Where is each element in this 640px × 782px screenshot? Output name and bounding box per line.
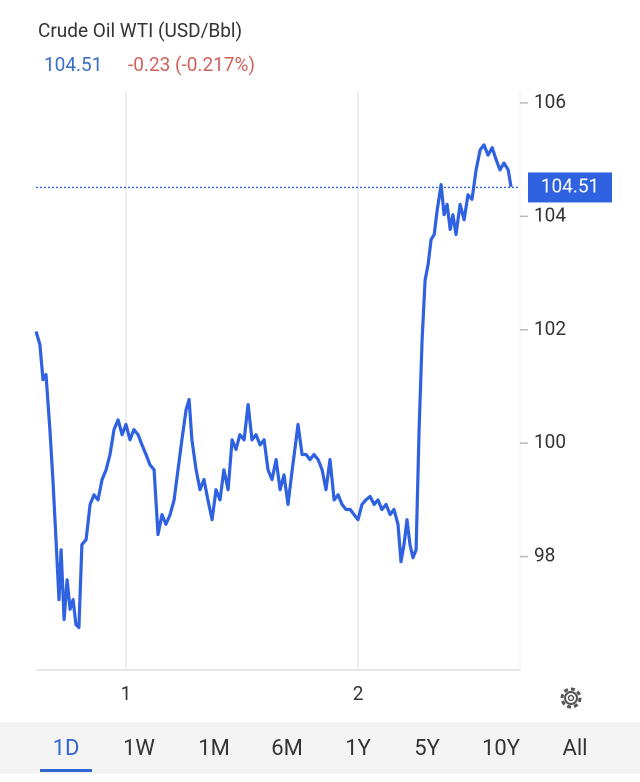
- range-button[interactable]: 5Y: [414, 736, 440, 761]
- y-tick-label: 106: [534, 90, 566, 113]
- range-button[interactable]: All: [562, 736, 587, 761]
- range-button[interactable]: 1D: [53, 736, 80, 761]
- x-tick-label: 2: [353, 682, 364, 705]
- last-price: 104.51: [44, 53, 102, 76]
- range-button[interactable]: 10Y: [482, 736, 521, 761]
- range-button[interactable]: 1M: [198, 736, 230, 761]
- last-price-box: [528, 172, 612, 203]
- last-price-label: 104.51: [541, 174, 599, 197]
- gear-teeth: [560, 687, 582, 709]
- y-tick-label: 104: [534, 203, 566, 226]
- chart-title: Crude Oil WTI (USD/Bbl): [38, 19, 242, 42]
- settings-icon[interactable]: [560, 687, 582, 709]
- y-tick-label: 102: [534, 317, 566, 340]
- range-button[interactable]: 1Y: [345, 736, 371, 761]
- gear-hole: [567, 694, 575, 702]
- range-button[interactable]: 6M: [271, 736, 303, 761]
- gear-body: [564, 691, 578, 705]
- range-bar: [0, 722, 640, 774]
- price-change: -0.23 (-0.217%): [128, 53, 255, 76]
- range-button[interactable]: 1W: [123, 736, 155, 761]
- price-line: [34, 143, 513, 630]
- y-tick-label: 100: [534, 430, 566, 453]
- range-underline: [40, 769, 92, 772]
- y-tick-label: 98: [534, 544, 555, 567]
- x-tick-label: 1: [121, 682, 132, 705]
